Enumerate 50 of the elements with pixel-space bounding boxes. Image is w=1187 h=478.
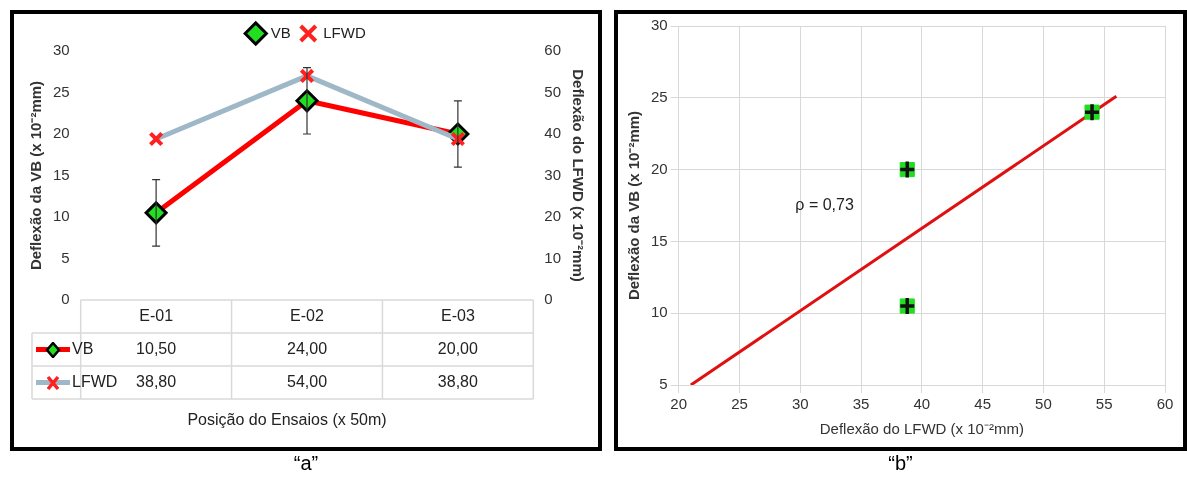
y-tick-label: 15: [651, 231, 668, 249]
x-tick-label: 35: [852, 395, 870, 413]
x-tick-label: E-03: [440, 306, 475, 324]
y2-tick-label: 30: [544, 165, 561, 183]
y-tick-label: 20: [651, 159, 668, 177]
data-label: 38,80: [136, 372, 177, 390]
data-label: 20,00: [437, 339, 478, 357]
legend-label: VB: [270, 23, 291, 41]
x-tick-label: 50: [1035, 395, 1052, 413]
text: “a”: [292, 452, 320, 475]
y-tick-label: 10: [651, 303, 668, 321]
text: LFWD: [72, 372, 118, 390]
y2-tick-label: 0: [544, 290, 553, 308]
x-tick-label: 20: [670, 395, 688, 413]
y-tick-label: 0: [61, 290, 70, 308]
legend-label: LFWD: [323, 23, 366, 41]
y2-tick-label: 40: [544, 124, 561, 142]
y2-axis-title: Deflexão do LFWD (x 10⁻²mm): [569, 69, 587, 282]
text: “b”: [887, 452, 914, 475]
y-tick-label: 10: [53, 207, 70, 225]
y-tick-label: 30: [651, 16, 668, 34]
y-tick-label: 25: [53, 82, 70, 100]
y-tick-label: 30: [53, 41, 70, 59]
data-label: 54,00: [286, 372, 328, 390]
y-tick-label: 5: [61, 248, 70, 266]
x-tick-label: 45: [974, 395, 991, 413]
y-tick-label: 15: [53, 165, 70, 183]
y2-tick-label: 20: [544, 207, 561, 225]
x-tick-label: E-01: [139, 306, 174, 324]
data-label: 38,80: [437, 372, 478, 390]
y2-tick-label: 50: [544, 82, 561, 100]
x-tick-label: 25: [731, 395, 748, 413]
data-label: 24,00: [286, 339, 328, 357]
x-tick-label: 55: [1095, 395, 1113, 413]
y-tick-label: 20: [53, 124, 70, 142]
data-label: 10,50: [136, 339, 177, 357]
x-tick-label: 30: [791, 395, 809, 413]
text: VB: [72, 339, 94, 357]
y-axis-title: Deflexão da VB (x 10⁻²mm): [27, 80, 45, 271]
annotation: ρ = 0,73: [795, 195, 854, 213]
y-tick-label: 25: [651, 87, 668, 105]
y-tick-label: 5: [659, 375, 668, 393]
x-tick-label: 40: [913, 395, 931, 413]
x-tick-label: 60: [1156, 395, 1174, 413]
x-tick-label: E-02: [290, 306, 324, 324]
y-axis-title: Deflexão da VB (x 10⁻²mm): [625, 110, 643, 301]
x-axis-title: Posição do Ensaios (x 50m): [187, 411, 387, 429]
y2-tick-label: 10: [544, 248, 561, 266]
x-axis-title: Deflexão do LFWD (x 10⁻²mm): [819, 420, 1024, 438]
y2-tick-label: 60: [544, 41, 561, 59]
